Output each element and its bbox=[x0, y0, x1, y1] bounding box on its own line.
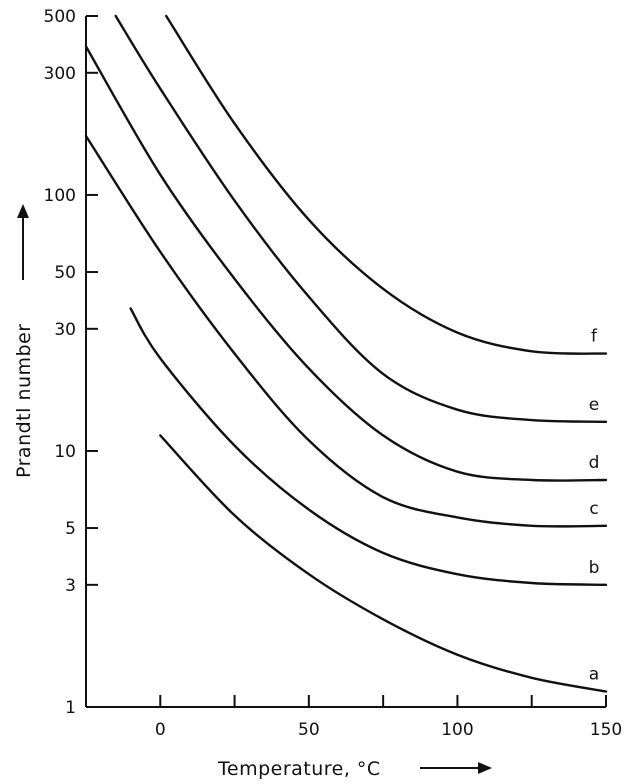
x-axis-title: Temperature, °C bbox=[217, 758, 381, 780]
series-line-c bbox=[84, 134, 608, 528]
series-line-d bbox=[84, 45, 608, 482]
y-tick-label: 300 bbox=[44, 64, 76, 84]
x-tick-label: 100 bbox=[441, 720, 473, 740]
series-label-d: d bbox=[589, 453, 600, 473]
series-line-f bbox=[165, 14, 608, 355]
series-label-a: a bbox=[589, 664, 599, 684]
series-label-f: f bbox=[591, 327, 598, 347]
axes bbox=[85, 16, 606, 708]
series-label-b: b bbox=[589, 558, 600, 578]
x-tick-label: 50 bbox=[298, 720, 320, 740]
y-axis-title: Prandtl number bbox=[13, 323, 35, 478]
series-line-b bbox=[129, 307, 608, 586]
series-lines: a b c d e f bbox=[84, 14, 608, 693]
series-line-e bbox=[114, 14, 608, 423]
y-tick-label: 50 bbox=[54, 263, 76, 283]
y-tick-label: 30 bbox=[54, 320, 76, 340]
y-tick-label: 100 bbox=[44, 186, 76, 206]
x-axis-title-group: Temperature, °C bbox=[217, 758, 492, 780]
y-tick-label: 5 bbox=[65, 519, 76, 539]
y-tick-label: 10 bbox=[54, 442, 76, 462]
x-ticks: 0 50 100 150 bbox=[155, 695, 622, 740]
y-tick-label: 500 bbox=[44, 7, 76, 27]
y-tick-label: 1 bbox=[65, 698, 76, 718]
x-tick-label: 150 bbox=[590, 720, 622, 740]
y-axis-arrow-icon bbox=[17, 204, 29, 280]
y-ticks: 1 3 5 10 30 50 100 300 500 bbox=[44, 7, 98, 718]
series-line-a bbox=[159, 434, 608, 693]
series-label-c: c bbox=[589, 499, 598, 519]
y-tick-label: 3 bbox=[65, 576, 76, 596]
x-tick-label: 0 bbox=[155, 720, 166, 740]
x-axis-arrow-icon bbox=[420, 762, 492, 774]
series-label-e: e bbox=[589, 395, 599, 415]
y-axis-title-group: Prandtl number bbox=[13, 204, 35, 478]
